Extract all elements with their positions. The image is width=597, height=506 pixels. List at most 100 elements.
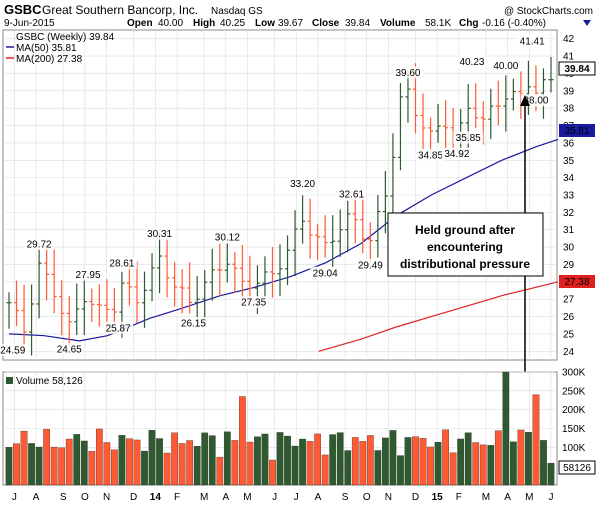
volume-bar	[171, 432, 178, 486]
volume-bar	[148, 430, 156, 486]
volume-bar	[517, 429, 525, 486]
ma50-tag	[559, 124, 595, 137]
volume-y-axis: 50K100K150K200K250K300K	[562, 368, 586, 473]
volume-bar	[246, 441, 254, 486]
price-label-bg	[392, 66, 423, 79]
volume-bar	[223, 431, 231, 486]
x-tick-label: 15	[432, 492, 444, 503]
x-tick-label: N	[385, 492, 392, 503]
volume-bar	[58, 447, 66, 486]
price-label-bg	[336, 187, 367, 200]
price-label: 33.20	[290, 179, 315, 190]
arrowhead-up-icon	[520, 95, 530, 106]
price-label: 25.87	[106, 323, 131, 334]
volume-bar	[540, 440, 547, 486]
volume-bar	[141, 450, 148, 486]
volume-bar	[111, 449, 118, 486]
volume-bar	[126, 438, 133, 486]
x-tick-label: D	[412, 492, 419, 503]
price-label: 29.72	[27, 239, 52, 250]
price-label-bg	[0, 344, 28, 357]
volume-bar	[178, 443, 186, 486]
volume-bar	[547, 462, 555, 486]
x-axis: J A S O N D 14 F M A M J J A S O N D 15 F M A M J	[12, 492, 554, 503]
x-tick-label: A	[504, 492, 511, 503]
x-tick-label: F	[456, 492, 462, 503]
volume-bar	[502, 371, 510, 486]
volume-bar	[73, 434, 81, 486]
open-label: Open	[127, 18, 153, 29]
price-label-bg	[178, 316, 209, 329]
price-label-bg	[73, 268, 104, 281]
volume-bar	[389, 430, 397, 486]
volume-bar	[231, 440, 239, 486]
volume-bar	[329, 434, 337, 486]
price-label: 34.85	[418, 150, 443, 161]
ma200-line	[318, 281, 559, 352]
legend-ma200: MA(200) 27.38	[16, 54, 83, 65]
volume-bars	[5, 371, 555, 486]
volume-grid	[5, 371, 555, 485]
volume-bar	[412, 436, 419, 486]
x-tick-label: J	[294, 492, 299, 503]
price-label: 39.60	[395, 68, 420, 79]
volume-bar	[291, 445, 299, 486]
annotation-line-3: distributional pressure	[400, 257, 530, 271]
volume-bar	[239, 396, 246, 486]
close-label: Close	[312, 18, 340, 29]
price-tick-label: 30	[563, 243, 575, 254]
open-value: 40.00	[158, 18, 183, 29]
volume-bar	[351, 437, 359, 486]
volume-bar	[404, 437, 412, 486]
volume-bar	[374, 450, 382, 486]
close-tag-value: 39.84	[564, 64, 589, 75]
price-label-bg	[415, 148, 446, 161]
price-tick-label: 39	[563, 86, 575, 97]
price-tick-label: 35	[563, 156, 575, 167]
volume-bar	[50, 446, 58, 486]
volume-bar	[35, 446, 43, 486]
volume-bar	[382, 437, 389, 486]
price-tick-label: 36	[563, 138, 575, 149]
low-label: Low	[255, 18, 275, 29]
volume-bar	[5, 447, 13, 486]
price-label: 30.31	[147, 229, 172, 240]
price-label: 29.49	[358, 260, 383, 271]
price-label-bg	[490, 59, 521, 72]
volume-bar	[269, 459, 276, 486]
volume-bar	[472, 442, 480, 486]
price-bars	[6, 56, 554, 356]
price-tick-label: 27	[563, 295, 575, 306]
volume-tick-label: 250K	[562, 386, 586, 397]
price-label-bg	[103, 321, 134, 334]
price-tick-label: 24	[563, 347, 575, 358]
x-tick-label: S	[60, 492, 67, 503]
price-label: 41.41	[520, 36, 545, 47]
dropdown-triangle-icon[interactable]	[583, 20, 591, 26]
volume-bar	[186, 440, 194, 486]
volume-bar	[434, 442, 442, 486]
legend-volume: Volume 58,126	[16, 376, 83, 387]
exchange: Nasdaq GS	[211, 6, 263, 17]
price-tick-label: 32	[563, 208, 575, 219]
volume-bar	[397, 455, 404, 486]
moving-averages	[8, 138, 559, 352]
volume-bar	[442, 429, 449, 486]
price-label: 29.04	[313, 268, 338, 279]
price-label: 35.85	[456, 133, 481, 144]
x-tick-label: 14	[150, 492, 162, 503]
x-tick-label: N	[103, 492, 110, 503]
annotation-line-2: encountering	[427, 240, 503, 254]
x-tick-label: A	[222, 492, 229, 503]
ticker: GSBC	[4, 2, 42, 17]
x-tick-label: O	[81, 492, 89, 503]
volume-bar	[321, 454, 329, 486]
x-tick-label: A	[33, 492, 40, 503]
price-label: 24.65	[57, 345, 82, 356]
annotation-box	[387, 212, 544, 277]
volume-bar	[284, 435, 291, 486]
x-tick-label: A	[315, 492, 322, 503]
annotation-line-1: Held ground after	[415, 223, 515, 237]
price-tick-label: 26	[563, 312, 575, 323]
price-label: 27.95	[76, 270, 101, 281]
